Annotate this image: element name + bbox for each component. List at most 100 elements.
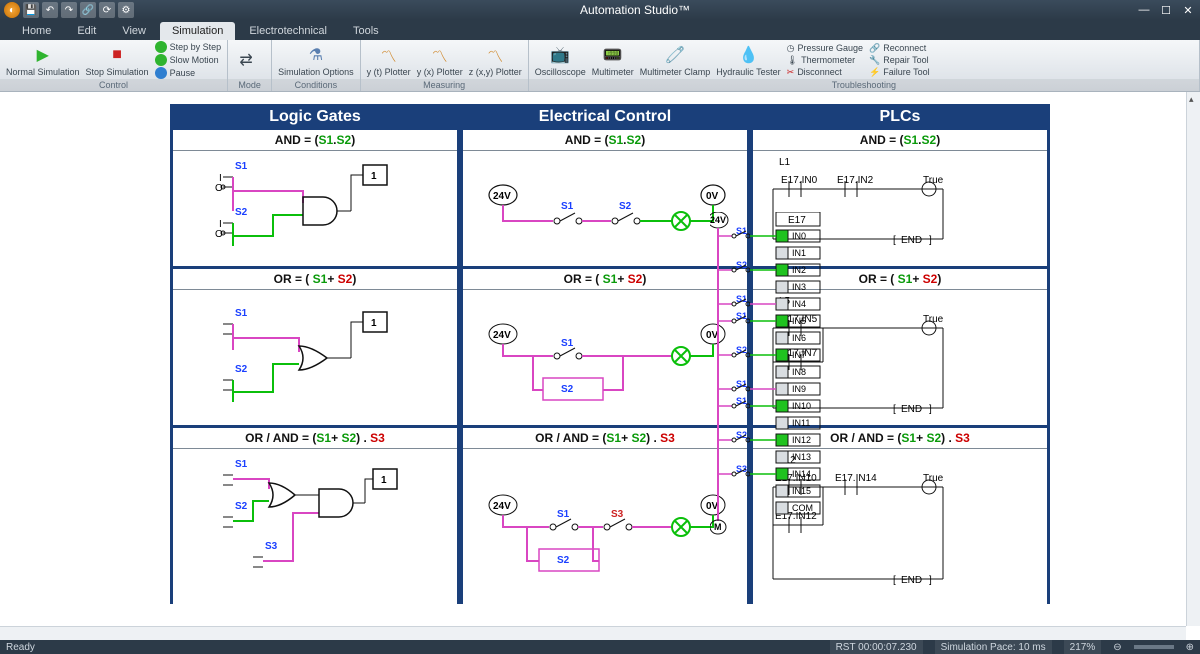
svg-text:24V: 24V xyxy=(493,330,511,341)
app-menu-button[interactable]: ◐ xyxy=(4,2,20,18)
group-measuring: 〽y (t) Plotter 〽y (x) Plotter 〽z (x,y) P… xyxy=(361,40,529,91)
diagram-elec-or[interactable]: 24V 0V S1 S2 xyxy=(463,290,747,425)
tab-electrotechnical[interactable]: Electrotechnical xyxy=(237,22,339,40)
label-s2: S2 xyxy=(235,207,248,218)
window-controls: — ☐ ✕ xyxy=(1136,2,1196,18)
column-logic: Logic Gates AND = (S1.S2) S1 IO xyxy=(170,104,460,604)
failure-tool-button[interactable]: ⚡ Failure Tool xyxy=(869,67,930,78)
vertical-scrollbar[interactable] xyxy=(1186,92,1200,626)
ribbon-tabs: Home Edit View Simulation Electrotechnic… xyxy=(0,20,1200,40)
qat-save-icon[interactable]: 💾 xyxy=(23,2,39,18)
horizontal-scrollbar[interactable] xyxy=(0,626,1186,640)
zoom-out-button[interactable]: ⊖ xyxy=(1113,642,1121,653)
repair-tool-button[interactable]: 🔧 Repair Tool xyxy=(869,55,930,66)
group-mode: ⇄ Mode xyxy=(228,40,272,91)
group-label-troubleshooting: Troubleshooting xyxy=(529,79,1199,91)
qat-link-icon[interactable]: 🔗 xyxy=(80,2,96,18)
slow-motion-button[interactable]: Slow Motion xyxy=(155,54,222,66)
diagram-logic-and[interactable]: S1 IO S2 IO xyxy=(173,151,457,266)
thermometer-button[interactable]: 🌡 Thermometer xyxy=(787,55,863,66)
svg-text:O: O xyxy=(215,183,223,194)
reconnect-icon: 🔗 xyxy=(869,43,880,54)
svg-text:IN0: IN0 xyxy=(792,231,806,241)
group-label-conditions: Conditions xyxy=(272,79,360,91)
disconnect-icon: ✂ xyxy=(787,67,795,78)
svg-text:IN11: IN11 xyxy=(792,418,810,428)
svg-text:END: END xyxy=(901,235,922,246)
slow-icon xyxy=(155,54,167,66)
section-elec-and: AND = (S1.S2) 24V 0V S1 S2 xyxy=(463,130,747,269)
play-icon: ▶ xyxy=(31,44,55,66)
tab-view[interactable]: View xyxy=(110,22,158,40)
tab-tools[interactable]: Tools xyxy=(341,22,391,40)
ribbon: ▶Normal Simulation ■Stop Simulation Step… xyxy=(0,40,1200,92)
tab-edit[interactable]: Edit xyxy=(65,22,108,40)
maximize-button[interactable]: ☐ xyxy=(1158,2,1174,18)
oscilloscope-button[interactable]: 📺Oscilloscope xyxy=(535,44,586,77)
label-s1: S1 xyxy=(235,161,248,172)
multimeter-icon: 📟 xyxy=(601,44,625,66)
status-zoom[interactable]: 217% xyxy=(1064,640,1102,654)
tab-home[interactable]: Home xyxy=(10,22,63,40)
group-control: ▶Normal Simulation ■Stop Simulation Step… xyxy=(0,40,228,91)
svg-text:IN9: IN9 xyxy=(792,384,806,394)
svg-text:IN2: IN2 xyxy=(792,265,806,275)
zoom-slider[interactable] xyxy=(1134,645,1174,649)
pressure-gauge-button[interactable]: ◷ Pressure Gauge xyxy=(787,43,863,54)
step-by-step-button[interactable]: Step by Step xyxy=(155,41,222,53)
status-pace: Simulation Pace: 10 ms xyxy=(935,640,1052,654)
oscilloscope-icon: 📺 xyxy=(548,44,572,66)
section-title-logic-orand: OR / AND = (S1+ S2) . S3 xyxy=(173,428,457,449)
svg-text:]: ] xyxy=(929,235,932,246)
yx-plotter-button[interactable]: 〽y (x) Plotter xyxy=(417,44,463,77)
hydraulic-tester-button[interactable]: 💧Hydraulic Tester xyxy=(716,44,780,77)
stop-simulation-button[interactable]: ■Stop Simulation xyxy=(86,44,149,77)
svg-text:E17.IN14: E17.IN14 xyxy=(835,473,877,484)
diagram-elec-orand[interactable]: 24V 0V S1 S3 S2 xyxy=(463,449,747,604)
qat-undo-icon[interactable]: ↶ xyxy=(42,2,58,18)
chart-icon: 〽 xyxy=(428,44,452,66)
section-title-elec-or: OR = ( S1+ S2) xyxy=(463,269,747,290)
reconnect-button[interactable]: 🔗 Reconnect xyxy=(869,43,930,54)
section-title-elec-and: AND = (S1.S2) xyxy=(463,130,747,151)
diagram-elec-and[interactable]: 24V 0V S1 S2 xyxy=(463,151,747,266)
z-plotter-button[interactable]: 〽z (x,y) Plotter xyxy=(469,44,522,77)
diagram-logic-orand[interactable]: S1 S2 S3 xyxy=(173,449,457,604)
normal-simulation-button[interactable]: ▶Normal Simulation xyxy=(6,44,80,77)
svg-text:]: ] xyxy=(929,575,932,586)
close-button[interactable]: ✕ xyxy=(1180,2,1196,18)
zoom-in-button[interactable]: ⊕ xyxy=(1186,642,1194,653)
multimeter-clamp-button[interactable]: 🧷Multimeter Clamp xyxy=(640,44,711,77)
svg-text:S2: S2 xyxy=(619,201,632,212)
column-header-plc: PLCs xyxy=(753,104,1047,130)
qat-refresh-icon[interactable]: ⟳ xyxy=(99,2,115,18)
mode-button[interactable]: ⇄ xyxy=(234,49,258,71)
qat-redo-icon[interactable]: ↷ xyxy=(61,2,77,18)
disconnect-button[interactable]: ✂ Disconnect xyxy=(787,67,863,78)
svg-text:IN6: IN6 xyxy=(792,333,806,343)
group-label-control: Control xyxy=(0,79,227,91)
workspace[interactable]: Logic Gates AND = (S1.S2) S1 IO xyxy=(0,92,1186,626)
svg-text:S2: S2 xyxy=(557,555,570,566)
status-rst: RST 00:00:07.230 xyxy=(830,640,923,654)
svg-text:24V: 24V xyxy=(710,215,726,225)
section-elec-orand: OR / AND = (S1+ S2) . S3 24V 0V S1 S3 xyxy=(463,428,747,604)
pause-button[interactable]: Pause xyxy=(155,67,222,79)
svg-text:IN5: IN5 xyxy=(792,316,806,326)
qat-settings-icon[interactable]: ⚙ xyxy=(118,2,134,18)
svg-text:True: True xyxy=(923,473,944,484)
simulation-options-button[interactable]: ⚗Simulation Options xyxy=(278,44,354,77)
svg-text:IN15: IN15 xyxy=(792,486,811,496)
multimeter-button[interactable]: 📟Multimeter xyxy=(592,44,634,77)
svg-text:[: [ xyxy=(893,235,896,246)
svg-text:COM: COM xyxy=(792,503,813,513)
svg-text:24V: 24V xyxy=(493,191,511,202)
plc-module[interactable]: 24VE17IN0S1IN1IN2S2IN3IN4S1IN5S1IN6IN7S2… xyxy=(710,212,830,555)
section-logic-or: OR = ( S1+ S2) S1 S2 xyxy=(173,269,457,428)
column-electrical: Electrical Control AND = (S1.S2) 24V 0V xyxy=(460,104,750,604)
minimize-button[interactable]: — xyxy=(1136,2,1152,18)
diagram-logic-or[interactable]: S1 S2 xyxy=(173,290,457,425)
svg-text:IN13: IN13 xyxy=(792,452,811,462)
tab-simulation[interactable]: Simulation xyxy=(160,22,235,40)
y-plotter-button[interactable]: 〽y (t) Plotter xyxy=(367,44,411,77)
